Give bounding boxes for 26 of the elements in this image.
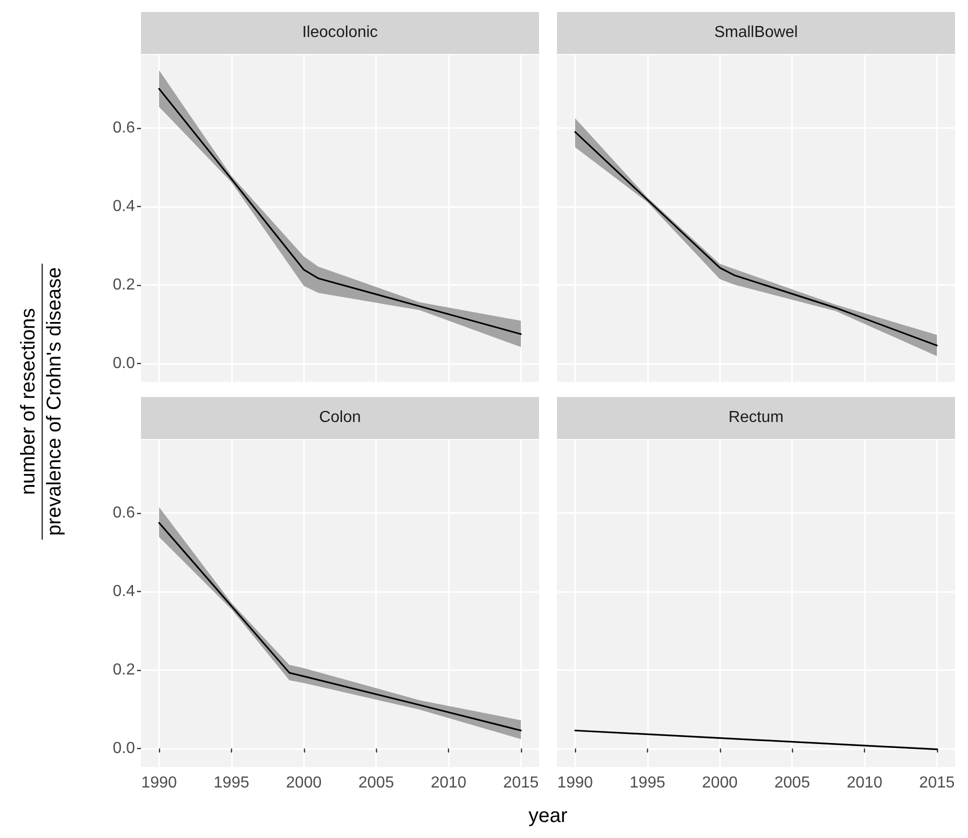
- x-tick-label: 2000: [286, 774, 322, 792]
- y-tick-label: 0.2: [112, 276, 136, 294]
- y-tick-label: 0.4: [112, 198, 136, 216]
- y-tick-label: 0.4: [112, 583, 136, 600]
- x-tick-label: 2010: [846, 774, 882, 792]
- x-tick-label: 2005: [358, 774, 394, 792]
- chart-title: Colon: [141, 397, 539, 439]
- chart-title: Ileocolonic: [141, 12, 539, 54]
- y-tick-label: 0.2: [112, 662, 136, 679]
- chart-title: Rectum: [557, 397, 955, 439]
- x-tick-label: 2005: [774, 774, 810, 792]
- x-tick-label: 1990: [557, 774, 593, 792]
- chart-title: SmallBowel: [557, 12, 955, 54]
- x-tick-label: 2015: [503, 774, 539, 792]
- x-axis-title: year: [528, 805, 568, 828]
- y-axis-title: number of resections prevalence of Crohn's disease: [16, 266, 67, 538]
- x-tick-label: 2010: [430, 774, 466, 792]
- y-tick-label: 0.0: [112, 355, 136, 372]
- x-tick-label: 1995: [630, 774, 666, 792]
- y-tick-label: 0.0: [112, 740, 136, 758]
- x-tick-label: 2000: [702, 774, 738, 792]
- x-tick-label: 1995: [214, 774, 250, 792]
- x-tick-label: 1990: [141, 774, 177, 792]
- y-tick-label: 0.6: [112, 120, 136, 137]
- x-tick-label: 2015: [919, 774, 955, 792]
- y-tick-label: 0.6: [112, 504, 136, 522]
